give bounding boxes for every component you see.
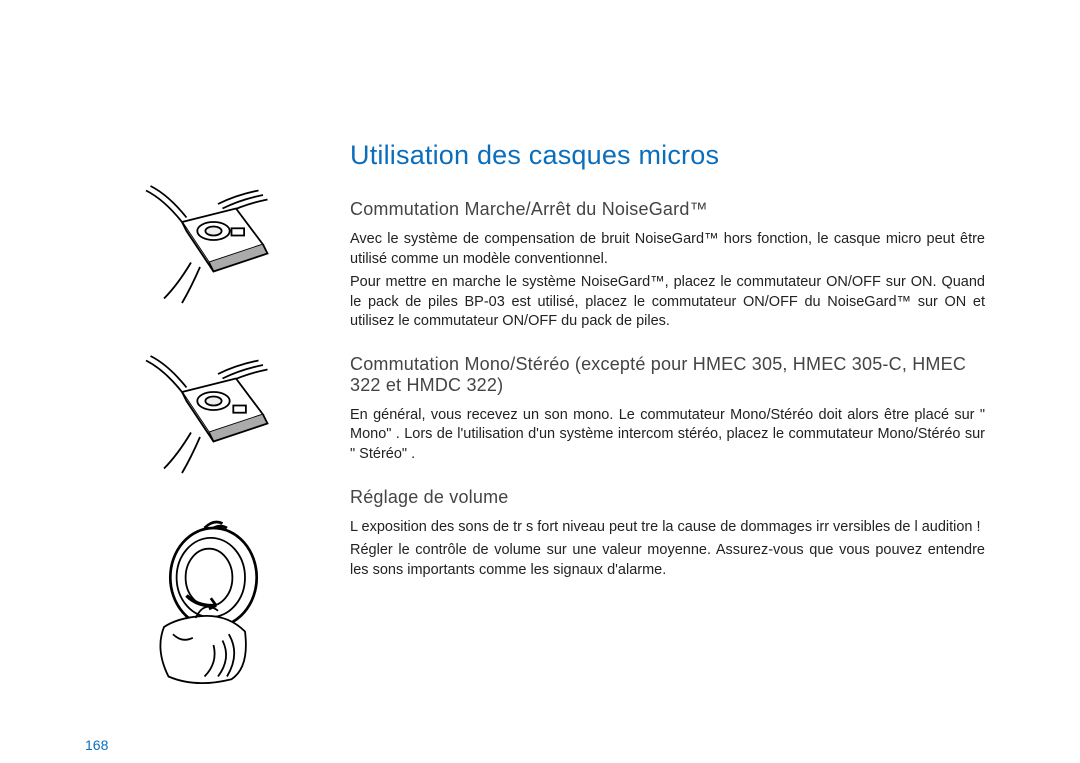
body-paragraph: Pour mettre en marche le système NoiseGa…	[350, 273, 985, 332]
page-number: 168	[85, 737, 108, 753]
manual-page: 168 Utilisation des casques micros Commu…	[0, 0, 1080, 763]
headphone-volume-icon	[128, 510, 308, 690]
body-paragraph: L exposition des sons de tr s fort nivea…	[350, 518, 985, 538]
section-heading: Commutation Marche/Arrêt du NoiseGard™	[350, 199, 985, 220]
illustration-column: 168	[85, 140, 350, 743]
section-heading: Commutation Mono/Stéréo (excepté pour HM…	[350, 354, 985, 396]
body-paragraph: En général, vous recevez un son mono. Le…	[350, 406, 985, 465]
battery-pack-switch-1-icon	[128, 170, 308, 310]
body-paragraph: Régler le contrôle de volume sur une val…	[350, 541, 985, 580]
page-title: Utilisation des casques micros	[350, 140, 985, 171]
battery-pack-switch-2-icon	[128, 340, 308, 480]
body-paragraph: Avec le système de compensation de bruit…	[350, 230, 985, 269]
section-heading: Réglage de volume	[350, 487, 985, 508]
text-column: Utilisation des casques micros Commutati…	[350, 140, 985, 743]
